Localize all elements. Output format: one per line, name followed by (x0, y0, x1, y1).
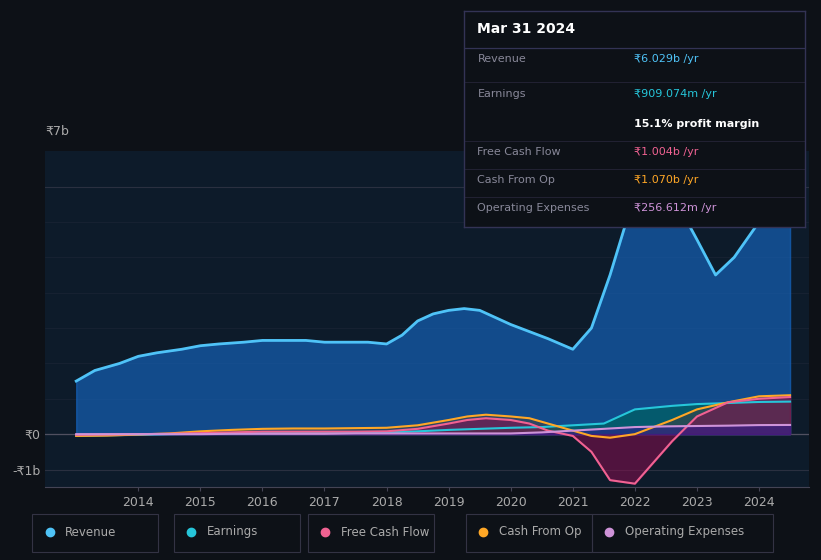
Text: ₹909.074m /yr: ₹909.074m /yr (635, 89, 717, 99)
Text: Revenue: Revenue (478, 54, 526, 64)
Text: Free Cash Flow: Free Cash Flow (478, 147, 561, 157)
Text: Cash From Op: Cash From Op (499, 525, 581, 539)
Text: Operating Expenses: Operating Expenses (625, 525, 744, 539)
Text: Earnings: Earnings (478, 89, 526, 99)
Text: ₹1.004b /yr: ₹1.004b /yr (635, 147, 699, 157)
Text: ₹1.070b /yr: ₹1.070b /yr (635, 175, 699, 185)
Text: Revenue: Revenue (66, 525, 117, 539)
Text: Operating Expenses: Operating Expenses (478, 203, 589, 213)
Text: Cash From Op: Cash From Op (478, 175, 555, 185)
Text: Mar 31 2024: Mar 31 2024 (478, 22, 576, 36)
Text: Earnings: Earnings (207, 525, 259, 539)
Text: ₹256.612m /yr: ₹256.612m /yr (635, 203, 717, 213)
Text: 15.1% profit margin: 15.1% profit margin (635, 119, 759, 129)
Text: ₹6.029b /yr: ₹6.029b /yr (635, 54, 699, 64)
Text: Free Cash Flow: Free Cash Flow (342, 525, 429, 539)
Text: ₹7b: ₹7b (45, 125, 69, 138)
